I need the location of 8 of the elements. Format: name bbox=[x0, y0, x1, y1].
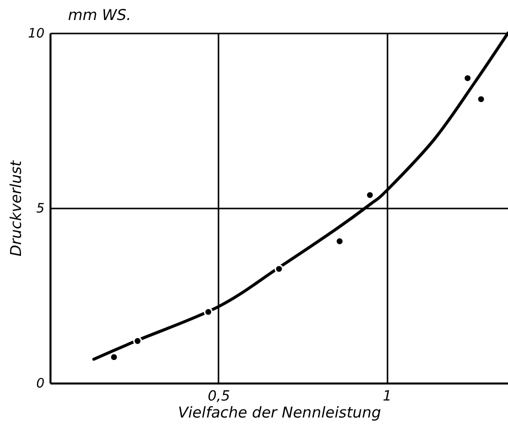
text: mm WS. bbox=[68, 6, 132, 24]
x-tick-label: 0,5 bbox=[208, 388, 230, 404]
y-axis-title: Druckverlust bbox=[6, 159, 25, 256]
x-tick-label: 1 bbox=[382, 388, 392, 404]
y-tick-label: 10 bbox=[28, 26, 44, 42]
y-tick-label: 0 bbox=[36, 376, 44, 392]
y-tick-label: 5 bbox=[36, 202, 44, 216]
x-axis-title: Vielfache der Nennleistung bbox=[178, 404, 381, 422]
